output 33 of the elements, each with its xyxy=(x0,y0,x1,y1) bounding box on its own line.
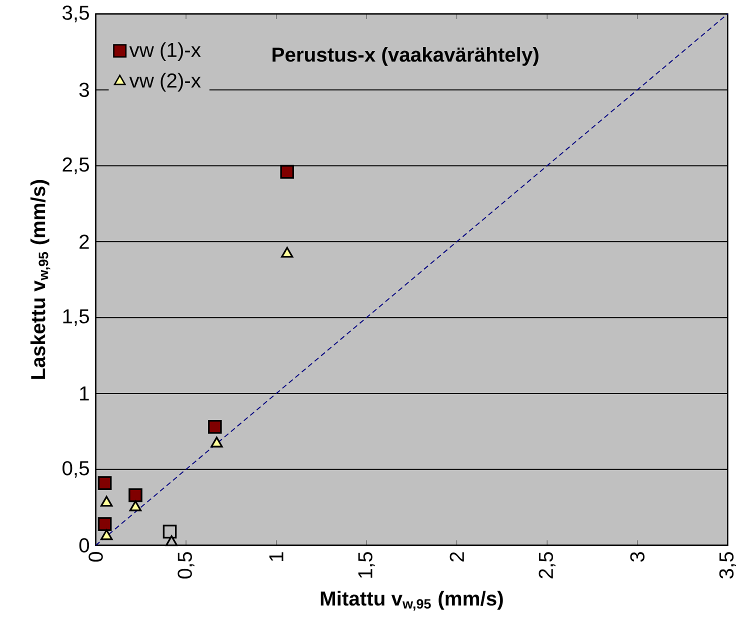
point xyxy=(100,496,113,507)
y-tick-label: 2,5 xyxy=(62,157,89,174)
x-tick-label: 0 xyxy=(88,552,103,562)
point xyxy=(281,246,294,258)
point xyxy=(162,524,177,539)
legend-label: vw (2)-x xyxy=(129,72,201,92)
x-tick-label: 3 xyxy=(630,552,645,562)
text: Perustus-x (vaakavärähtely) xyxy=(272,46,538,66)
x-tick-label: 2,5 xyxy=(538,552,556,578)
y-tick-label: 3,5 xyxy=(62,6,89,22)
y-tick-label: 0,5 xyxy=(62,461,89,478)
y-tick-label: 3 xyxy=(79,82,89,97)
y-tick-label: 2 xyxy=(80,234,89,249)
point xyxy=(129,500,142,512)
point xyxy=(100,529,113,540)
legend-label: vw (1)-x xyxy=(129,42,201,62)
x-tick-label: 3,5 xyxy=(719,552,736,579)
x-tick-label: 0,5 xyxy=(178,552,194,578)
x-tick-label: 1 xyxy=(269,552,284,561)
point xyxy=(165,535,178,546)
point xyxy=(98,476,112,490)
point xyxy=(210,436,223,448)
y-tick-label: 0 xyxy=(79,538,90,552)
y-axis-title: Laskettu v$_{w,95}$ (mm/s) xyxy=(30,180,50,379)
x-tick-label: 1,5 xyxy=(358,552,375,578)
point xyxy=(280,164,294,179)
point xyxy=(208,420,222,434)
point xyxy=(98,517,112,531)
x-tick-label: 2 xyxy=(450,552,464,562)
point xyxy=(128,488,142,502)
y-tick-label: 1 xyxy=(80,386,89,400)
x-axis-title: Mitattu v$_{w,95}$ (mm/s) xyxy=(320,590,503,611)
y-tick-label: 1,5 xyxy=(63,309,89,326)
